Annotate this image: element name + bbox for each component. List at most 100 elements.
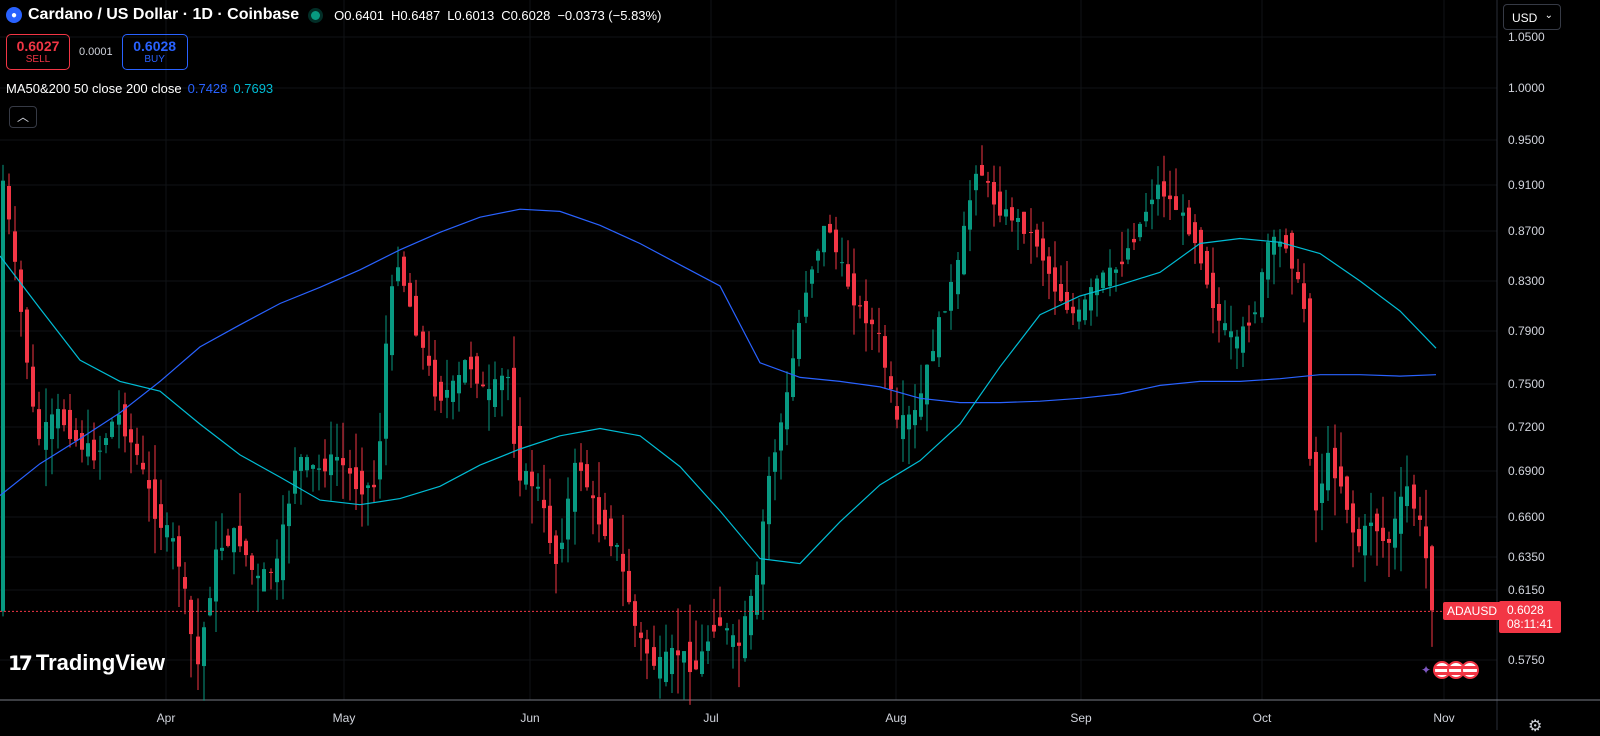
price-tick-label: 0.6150 — [1508, 583, 1545, 597]
candle-down — [1284, 235, 1288, 249]
candle-up — [1405, 486, 1409, 507]
spread-value: 0.0001 — [79, 46, 113, 58]
candle-down — [1375, 513, 1379, 532]
candle-down — [1412, 484, 1416, 509]
candle-down — [226, 535, 230, 546]
time-tick-label: Apr — [157, 711, 176, 725]
candle-up — [463, 360, 467, 383]
price-tick-label: 1.0000 — [1508, 81, 1545, 95]
candle-down — [1053, 267, 1057, 292]
sell-button[interactable]: 0.6027 SELL — [6, 34, 70, 70]
candle-down — [870, 319, 874, 325]
candle-down — [7, 185, 11, 220]
candle-up — [378, 441, 382, 480]
candle-down — [68, 409, 72, 439]
candle-down — [62, 409, 66, 426]
market-status-icon[interactable] — [311, 10, 321, 20]
candle-down — [512, 367, 516, 444]
logo-text: TradingView — [35, 650, 166, 675]
candle-up — [937, 317, 941, 358]
candle-up — [962, 225, 966, 275]
candle-down — [676, 650, 680, 656]
candle-down — [712, 624, 716, 632]
collapse-legend-button[interactable]: ︿ — [9, 106, 37, 128]
candle-down — [402, 256, 406, 286]
candle-down — [828, 223, 832, 233]
price-tick-label: 0.6350 — [1508, 550, 1545, 564]
trade-panel: 0.6027 SELL 0.0001 0.6028 BUY — [6, 34, 188, 70]
candle-down — [603, 509, 607, 537]
candle-up — [275, 558, 279, 583]
candle-up — [1320, 483, 1324, 503]
candle-up — [1223, 323, 1227, 331]
ma-lines-layer — [0, 208, 1437, 565]
candle-down — [889, 376, 893, 390]
candle-down — [1059, 284, 1063, 301]
tradingview-logo[interactable]: 𝟭𝟳 TradingView — [8, 650, 165, 676]
indicator-legend[interactable]: MA50&200 50 close 200 close 0.7428 0.769… — [6, 81, 273, 96]
candle-down — [864, 301, 868, 324]
candle-down — [1168, 195, 1172, 200]
candle-up — [1241, 326, 1245, 353]
candle-up — [1326, 452, 1330, 491]
candle-up — [487, 389, 491, 401]
candle-down — [718, 617, 722, 626]
candle-down — [341, 458, 345, 466]
candle-down — [372, 484, 376, 488]
candle-up — [536, 486, 540, 489]
candle-up — [202, 627, 206, 667]
currency-label: USD — [1512, 11, 1538, 25]
symbol-title[interactable]: Cardano / US Dollar · 1D · Coinbase — [28, 6, 300, 23]
candle-down — [348, 468, 352, 474]
price-tick-label: 0.8300 — [1508, 274, 1545, 288]
candle-down — [141, 462, 145, 470]
chevron-up-icon: ︿ — [16, 110, 29, 124]
candle-down — [129, 429, 133, 443]
price-tick-label: 0.8700 — [1508, 224, 1545, 238]
ma50-line — [0, 208, 1437, 496]
price-tick-label: 0.7900 — [1508, 324, 1545, 338]
candle-up — [785, 392, 789, 430]
candle-down — [877, 332, 881, 334]
candle-down — [31, 366, 35, 407]
candle-down — [153, 479, 157, 519]
cardano-icon: ● — [6, 7, 22, 23]
candle-up — [44, 422, 48, 450]
candle-up — [615, 545, 619, 547]
candle-down — [585, 464, 589, 488]
us-flag-icon[interactable] — [1461, 661, 1480, 679]
candle-up — [506, 376, 510, 379]
candle-down — [1065, 291, 1069, 310]
time-axis: Apr May Jun Jul Aug Sep Oct Nov — [157, 711, 1455, 725]
candle-up — [287, 503, 291, 527]
candle-down — [1424, 526, 1428, 559]
candle-up — [773, 452, 777, 472]
gear-icon[interactable]: ⚙ — [1528, 718, 1543, 735]
ma200-line — [0, 237, 1437, 565]
economic-events[interactable]: ✦ — [1421, 661, 1480, 679]
time-tick-label: Jul — [703, 711, 718, 725]
candle-down — [883, 336, 887, 368]
candle-down — [1120, 261, 1124, 265]
candle-up — [743, 616, 747, 659]
candle-up — [1181, 212, 1185, 216]
candle-down — [639, 632, 643, 638]
candle-up — [566, 498, 570, 540]
candle-up — [1004, 209, 1008, 217]
price-tick-label: 0.9100 — [1508, 178, 1545, 192]
candle-down — [998, 191, 1002, 216]
candle-down — [1339, 466, 1343, 487]
currency-select[interactable]: USD ⌄ — [1503, 4, 1561, 30]
candle-up — [390, 286, 394, 356]
candle-up — [1126, 248, 1130, 260]
candle-up — [706, 641, 710, 651]
candle-up — [1089, 287, 1093, 311]
buy-button[interactable]: 0.6028 BUY — [121, 34, 188, 70]
candle-up — [822, 225, 826, 253]
candle-down — [159, 504, 163, 528]
candle-down — [609, 518, 613, 547]
candle-down — [852, 273, 856, 306]
candle-up — [1016, 218, 1020, 222]
price-tick-label: 0.9500 — [1508, 133, 1545, 147]
